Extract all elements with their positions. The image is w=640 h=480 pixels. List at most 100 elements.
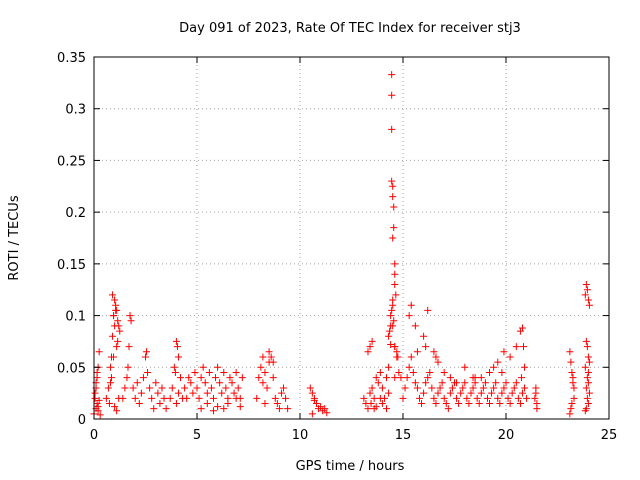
data-point bbox=[111, 403, 119, 411]
data-point bbox=[95, 348, 103, 356]
data-point bbox=[220, 405, 228, 413]
data-point bbox=[583, 394, 591, 402]
data-point bbox=[436, 384, 444, 392]
data-point bbox=[142, 353, 149, 361]
data-point bbox=[212, 374, 220, 382]
data-point bbox=[568, 368, 576, 376]
data-point bbox=[582, 281, 590, 289]
data-point bbox=[368, 337, 376, 345]
data-point bbox=[494, 358, 502, 366]
data-point bbox=[253, 394, 261, 402]
data-point bbox=[455, 399, 463, 407]
data-point bbox=[413, 348, 421, 356]
data-point bbox=[209, 407, 217, 415]
data-point bbox=[172, 337, 180, 345]
data-point bbox=[386, 327, 394, 335]
data-point bbox=[469, 384, 477, 392]
data-point bbox=[114, 317, 122, 325]
data-point bbox=[308, 410, 316, 418]
data-point bbox=[405, 363, 413, 371]
data-point bbox=[448, 384, 456, 392]
data-point bbox=[170, 363, 178, 371]
data-point bbox=[569, 374, 577, 382]
data-point bbox=[475, 399, 483, 407]
data-point bbox=[372, 374, 380, 382]
data-point bbox=[434, 358, 442, 366]
data-point bbox=[366, 343, 374, 351]
data-point bbox=[218, 389, 226, 397]
data-point bbox=[207, 384, 215, 392]
data-point bbox=[129, 384, 137, 392]
data-point bbox=[583, 374, 591, 382]
data-point bbox=[566, 348, 574, 356]
data-point bbox=[376, 368, 384, 376]
data-point bbox=[388, 125, 396, 133]
data-point bbox=[110, 312, 118, 320]
data-point bbox=[131, 394, 139, 402]
data-point bbox=[150, 405, 158, 413]
data-point bbox=[411, 379, 419, 387]
data-point bbox=[405, 312, 413, 320]
data-point bbox=[496, 399, 504, 407]
data-point bbox=[420, 332, 428, 340]
x-tick-label: 25 bbox=[601, 428, 618, 443]
data-point bbox=[228, 379, 236, 387]
data-point bbox=[567, 358, 575, 366]
data-point bbox=[96, 411, 104, 419]
data-point bbox=[403, 374, 411, 382]
data-point bbox=[506, 399, 514, 407]
data-point bbox=[197, 405, 205, 413]
data-point bbox=[388, 91, 396, 99]
data-point bbox=[459, 384, 467, 392]
data-point bbox=[426, 368, 434, 376]
y-tick-label: 0.2 bbox=[65, 206, 86, 221]
data-point bbox=[440, 394, 448, 402]
data-point bbox=[216, 379, 224, 387]
data-point bbox=[104, 384, 112, 392]
data-point bbox=[473, 394, 481, 402]
data-point bbox=[108, 374, 116, 382]
data-point bbox=[517, 374, 525, 382]
data-point bbox=[197, 374, 205, 382]
data-point bbox=[389, 234, 397, 242]
data-point bbox=[143, 348, 151, 356]
data-point bbox=[512, 343, 520, 351]
data-point bbox=[391, 260, 399, 268]
data-point bbox=[504, 394, 512, 402]
data-point bbox=[467, 389, 475, 397]
data-point bbox=[214, 363, 222, 371]
data-point bbox=[154, 389, 162, 397]
data-point bbox=[392, 291, 400, 299]
data-point bbox=[531, 394, 539, 402]
data-point bbox=[486, 399, 494, 407]
data-point bbox=[269, 358, 277, 366]
data-point bbox=[389, 182, 397, 190]
data-point bbox=[390, 224, 398, 232]
data-point bbox=[483, 394, 491, 402]
data-point bbox=[566, 410, 574, 418]
data-point bbox=[183, 394, 191, 402]
data-point bbox=[195, 394, 203, 402]
data-point bbox=[255, 374, 263, 382]
data-point bbox=[387, 322, 395, 330]
data-point bbox=[430, 394, 438, 402]
y-axis-label: ROTI / TECUs bbox=[7, 195, 22, 280]
data-point bbox=[390, 317, 398, 325]
data-point bbox=[259, 379, 267, 387]
data-point bbox=[394, 353, 402, 361]
data-point bbox=[585, 358, 593, 366]
data-point bbox=[173, 343, 181, 351]
data-point bbox=[422, 343, 430, 351]
data-points bbox=[90, 71, 593, 419]
data-point bbox=[584, 353, 592, 361]
data-point bbox=[259, 353, 267, 361]
data-point bbox=[139, 374, 147, 382]
data-point bbox=[224, 399, 232, 407]
data-point bbox=[126, 312, 134, 320]
y-tick-label: 0 bbox=[78, 413, 86, 428]
data-point bbox=[418, 399, 426, 407]
data-point bbox=[390, 203, 398, 211]
data-point bbox=[106, 363, 114, 371]
data-point bbox=[230, 389, 238, 397]
data-point bbox=[500, 384, 508, 392]
